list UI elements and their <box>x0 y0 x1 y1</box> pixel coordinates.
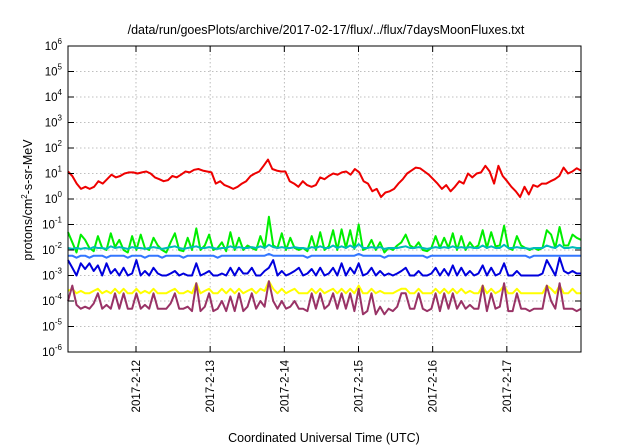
y-tick-label: 10-1 <box>42 216 62 232</box>
y-axis-label: protons/cm2-s-sr-MeV <box>20 139 35 261</box>
grid-lines <box>68 46 581 352</box>
y-tick-label: 105 <box>45 63 63 79</box>
series-line-1 <box>67 158 582 198</box>
series-line-5 <box>68 252 581 259</box>
x-axis-label: Coordinated Universal Time (UTC) <box>228 431 420 445</box>
series-line-4 <box>67 256 581 277</box>
x-tick-label: 2017-2-14 <box>279 359 291 412</box>
series-line-6 <box>67 280 581 295</box>
y-tick-label: 104 <box>45 88 63 104</box>
y-tick-label: 103 <box>45 114 63 130</box>
y-axis-label-suffix: -s-sr-MeV <box>21 139 35 195</box>
y-axis-label-prefix: protons/cm <box>21 199 35 261</box>
x-tick-label: 2017-2-16 <box>428 360 440 412</box>
y-tick-label: 10-5 <box>42 318 62 334</box>
x-tick-label: 2017-2-17 <box>502 360 514 412</box>
x-tick-label: 2017-2-15 <box>353 360 365 412</box>
y-tick-label: 100 <box>45 190 63 206</box>
y-tick-label: 106 <box>45 37 63 53</box>
y-axis-label-sup: 2 <box>20 194 29 199</box>
x-tick-label: 2017-2-13 <box>205 360 217 412</box>
series-layer <box>67 158 582 316</box>
y-tick-label: 10-2 <box>42 241 62 257</box>
y-tick-label: 101 <box>45 165 63 181</box>
series-line-7 <box>67 280 582 316</box>
x-tick-label: 2017-2-12 <box>131 360 143 412</box>
y-tick-label: 10-4 <box>42 292 62 308</box>
axes: 10-6 10-5 10-4 10-3 10-2 10-1 100 101 102 103 104 1… <box>42 37 581 412</box>
y-tick-label: 102 <box>45 139 63 155</box>
y-tick-label: 10-3 <box>42 267 62 283</box>
series-line-2 <box>67 215 582 254</box>
series-line-3 <box>67 243 581 250</box>
chart-title: /data/run/goesPlots/archive/2017-02-17/f… <box>128 23 525 37</box>
y-tick-label: 10-6 <box>42 343 62 359</box>
